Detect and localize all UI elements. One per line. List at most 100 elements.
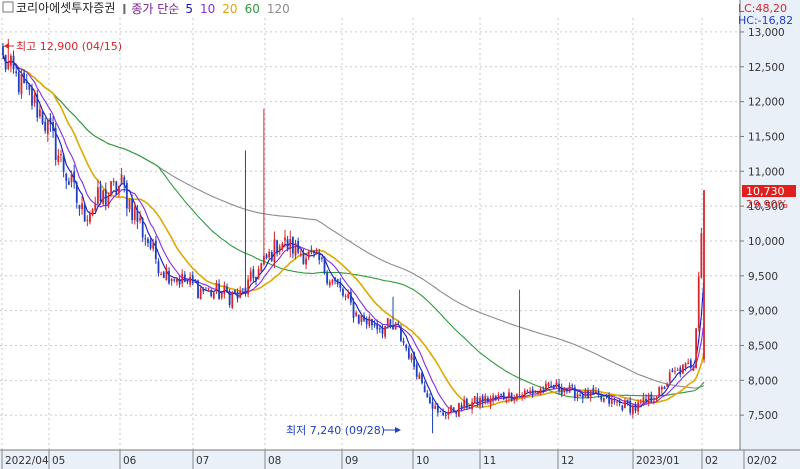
candle-body — [700, 233, 703, 278]
candle-body — [600, 395, 603, 400]
candle-body — [347, 293, 350, 298]
candle-body — [505, 400, 508, 402]
candle-body — [20, 74, 23, 95]
candle-body — [531, 389, 534, 394]
candle-body — [634, 404, 637, 411]
candle-body — [434, 406, 437, 409]
candle-body — [431, 402, 434, 409]
candle-body — [368, 317, 371, 326]
ma-10-line — [2, 54, 705, 412]
candle-body — [244, 287, 247, 294]
candle-body — [234, 290, 236, 293]
x-tick-label: 06 — [123, 455, 137, 467]
candle-body — [568, 385, 571, 393]
candle-body — [660, 387, 663, 390]
candle-body — [444, 414, 447, 416]
candle-body — [339, 281, 342, 288]
candle-body — [537, 391, 539, 394]
candle-body — [207, 287, 210, 289]
candle-body — [465, 398, 468, 409]
candle-body — [647, 394, 650, 403]
candle-body — [270, 252, 273, 261]
candle-body — [400, 326, 402, 341]
candle-body — [157, 261, 160, 274]
last-change: 29,90% — [746, 198, 788, 211]
candle-body — [471, 402, 473, 410]
candle-body — [239, 290, 242, 298]
candlesticks — [2, 38, 705, 434]
candle-body — [297, 240, 300, 253]
candle-body — [544, 383, 547, 392]
candle-body — [136, 209, 139, 222]
candle-body — [215, 283, 218, 290]
candle-body — [281, 243, 284, 250]
candle-body — [15, 71, 18, 74]
candle-body — [487, 397, 489, 403]
candle-body — [571, 384, 574, 386]
y-tick-label: 9,000 — [748, 306, 778, 318]
candle-body — [510, 393, 513, 402]
x-tick-label: 02 — [705, 455, 718, 467]
legend-period-10[interactable]: 10 — [200, 2, 215, 16]
candle-body — [173, 279, 176, 281]
candle-body — [653, 400, 655, 402]
candle-body — [286, 239, 289, 250]
candle-body — [4, 55, 7, 70]
candle-body — [476, 397, 479, 405]
candle-body — [492, 395, 495, 400]
x-tick-label: 02/02 — [747, 455, 777, 467]
candle-body — [86, 219, 89, 221]
candle-body — [181, 273, 184, 284]
candle-body — [83, 204, 86, 222]
candle-body — [489, 398, 492, 405]
legend-period-5[interactable]: 5 — [185, 2, 193, 16]
ma-60-line — [2, 54, 705, 399]
legend-period-60[interactable]: 60 — [245, 2, 260, 16]
last-price: 10,730 — [746, 185, 785, 198]
candle-body — [597, 391, 600, 395]
candle-body — [315, 250, 318, 253]
y-tick-label: 12,500 — [748, 62, 785, 74]
y-tick-label: 11,000 — [748, 166, 785, 178]
candle-body — [115, 181, 118, 195]
candle-body — [226, 286, 228, 293]
x-tick-label: 05 — [52, 455, 65, 467]
candle-body — [191, 275, 194, 284]
candle-body — [687, 362, 690, 365]
last-price-tag: 10,730 29,90% — [742, 185, 796, 211]
candle-body — [302, 252, 305, 264]
ma-20-line — [2, 54, 705, 409]
y-tick-label: 8,000 — [748, 375, 778, 387]
candle-body — [326, 272, 329, 284]
candle-body — [260, 263, 263, 272]
candle-body — [684, 363, 687, 368]
legend-period-20[interactable]: 20 — [222, 2, 237, 16]
candle-body — [650, 394, 653, 402]
title-checkbox[interactable] — [2, 1, 14, 13]
candle-body — [149, 240, 152, 249]
legend-period-120[interactable]: 120 — [267, 2, 290, 16]
candle-body — [421, 372, 423, 384]
candle-body — [291, 236, 294, 254]
candle-body — [102, 190, 105, 204]
y-tick-label: 10,500 — [748, 201, 785, 213]
candle-body — [160, 273, 163, 275]
candle-body — [521, 395, 524, 397]
candle-body — [621, 405, 624, 410]
candle-body — [139, 218, 141, 221]
candle-body — [384, 325, 387, 337]
candle-body — [89, 213, 91, 223]
candle-body — [542, 389, 545, 392]
candle-body — [608, 395, 611, 404]
candle-body — [33, 95, 36, 104]
low-arrow-head — [395, 427, 401, 433]
candle-body — [386, 318, 389, 327]
candle-body — [508, 392, 510, 399]
candle-body — [573, 387, 576, 399]
candle-body — [458, 402, 460, 417]
candle-body — [447, 411, 450, 416]
candle-body — [57, 155, 60, 163]
candle-body — [60, 154, 62, 156]
